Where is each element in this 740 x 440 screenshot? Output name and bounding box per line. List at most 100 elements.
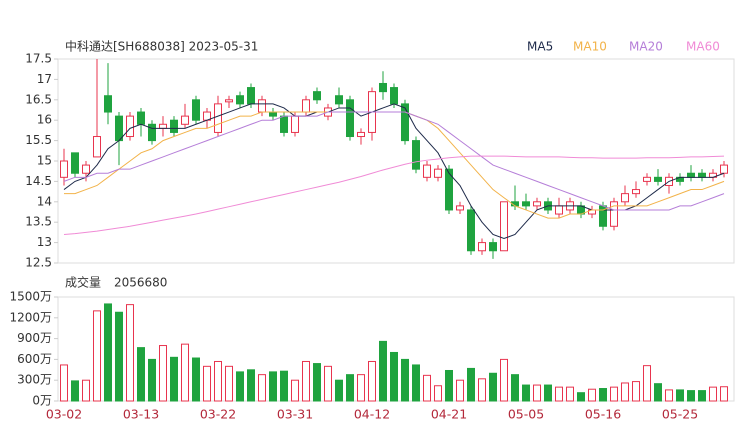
volume-bar bbox=[313, 363, 321, 402]
candle-body bbox=[500, 201, 508, 252]
candle-body bbox=[610, 201, 618, 227]
volume-bar bbox=[258, 374, 266, 402]
candle-body bbox=[313, 91, 321, 101]
volume-tick-label: 300万 bbox=[17, 373, 52, 387]
volume-bar bbox=[225, 365, 233, 402]
candle-body bbox=[412, 140, 420, 170]
volume-bar bbox=[82, 379, 90, 402]
volume-bar bbox=[698, 390, 706, 402]
candle-body bbox=[555, 205, 563, 215]
candle-body bbox=[478, 242, 486, 252]
volume-bar bbox=[434, 385, 442, 402]
y-tick-label: 17.5 bbox=[25, 52, 52, 66]
candle-body bbox=[434, 168, 442, 178]
candle-body bbox=[698, 172, 706, 178]
volume-bar bbox=[324, 365, 332, 402]
volume-bar bbox=[599, 388, 607, 402]
volume-bar bbox=[269, 371, 277, 402]
volume-bar bbox=[203, 365, 211, 402]
candle-body bbox=[258, 99, 266, 113]
candle-body bbox=[280, 115, 288, 133]
candle-body bbox=[247, 87, 255, 105]
candle-body bbox=[225, 99, 233, 103]
candle-body bbox=[522, 201, 530, 207]
volume-bar bbox=[489, 372, 497, 402]
volume-bar bbox=[214, 360, 222, 402]
candle-body bbox=[379, 82, 387, 93]
y-tick-label: 16 bbox=[37, 113, 52, 127]
candle-body bbox=[467, 209, 475, 252]
candle-body bbox=[214, 103, 222, 133]
candle-body bbox=[533, 201, 541, 207]
volume-bar bbox=[390, 351, 398, 402]
ma-line bbox=[63, 111, 725, 211]
candle-body bbox=[236, 95, 244, 105]
candle-body bbox=[346, 99, 354, 138]
volume-bar bbox=[170, 356, 178, 402]
candle-body bbox=[456, 205, 464, 211]
volume-bar bbox=[412, 364, 420, 402]
candle-body bbox=[104, 95, 112, 113]
volume-bar bbox=[181, 343, 189, 402]
volume-tick-label: 0万 bbox=[32, 394, 52, 408]
volume-bar bbox=[401, 358, 409, 402]
candle-body bbox=[60, 160, 68, 178]
ma-line bbox=[63, 155, 725, 235]
volume-bar bbox=[137, 347, 145, 402]
y-tick-label: 14.5 bbox=[25, 174, 52, 188]
candle-body bbox=[148, 123, 156, 142]
chart-title: 中科通达[SH688038] 2023-05-31 bbox=[65, 39, 258, 54]
volume-bar bbox=[555, 386, 563, 402]
x-tick-label: 04-12 bbox=[354, 407, 390, 422]
volume-bar bbox=[115, 311, 123, 402]
candle-body bbox=[621, 193, 629, 203]
y-tick-label: 15.5 bbox=[25, 133, 52, 147]
y-tick-label: 14 bbox=[37, 194, 52, 208]
volume-title: 成交量 bbox=[65, 275, 101, 290]
volume-bar bbox=[676, 389, 684, 402]
candle-body bbox=[71, 152, 79, 174]
volume-bar bbox=[687, 390, 695, 402]
volume-bar bbox=[665, 389, 673, 402]
volume-bar bbox=[577, 392, 585, 402]
volume-bar bbox=[445, 369, 453, 402]
volume-bar bbox=[346, 374, 354, 402]
legend-entry: MA20 bbox=[629, 40, 663, 54]
candle-body bbox=[390, 87, 398, 105]
volume-bar bbox=[159, 345, 167, 402]
y-tick-label: 17 bbox=[37, 72, 52, 86]
volume-bar bbox=[533, 384, 541, 402]
x-tick-label: 03-22 bbox=[200, 407, 236, 422]
x-tick-label: 03-13 bbox=[123, 407, 159, 422]
x-tick-label: 03-31 bbox=[277, 407, 313, 422]
candle-body bbox=[269, 111, 277, 117]
candle-body bbox=[643, 176, 651, 182]
candle-body bbox=[401, 103, 409, 142]
candle-body bbox=[445, 168, 453, 211]
candle-body bbox=[720, 164, 728, 174]
volume-bar bbox=[478, 378, 486, 402]
candle-body bbox=[687, 172, 695, 178]
candle-body bbox=[423, 164, 431, 178]
volume-bar bbox=[71, 380, 79, 402]
y-tick-label: 15 bbox=[37, 154, 52, 168]
x-tick-label: 05-25 bbox=[662, 407, 698, 422]
volume-bar bbox=[632, 381, 640, 402]
y-tick-label: 13 bbox=[37, 235, 52, 249]
volume-bar bbox=[104, 303, 112, 402]
volume-bar bbox=[511, 374, 519, 402]
x-tick-label: 05-16 bbox=[585, 407, 621, 422]
volume-bar bbox=[456, 379, 464, 402]
volume-bar bbox=[291, 379, 299, 402]
volume-bar bbox=[566, 386, 574, 402]
volume-bar bbox=[500, 358, 508, 402]
x-tick-label: 05-05 bbox=[508, 407, 544, 422]
volume-bar bbox=[247, 369, 255, 402]
candle-body bbox=[335, 95, 343, 105]
legend-entry: MA60 bbox=[686, 40, 720, 54]
candle-body bbox=[93, 136, 101, 158]
volume-bar bbox=[60, 364, 68, 402]
volume-bar bbox=[522, 384, 530, 402]
candle-body bbox=[181, 115, 189, 125]
volume-bar bbox=[720, 386, 728, 402]
